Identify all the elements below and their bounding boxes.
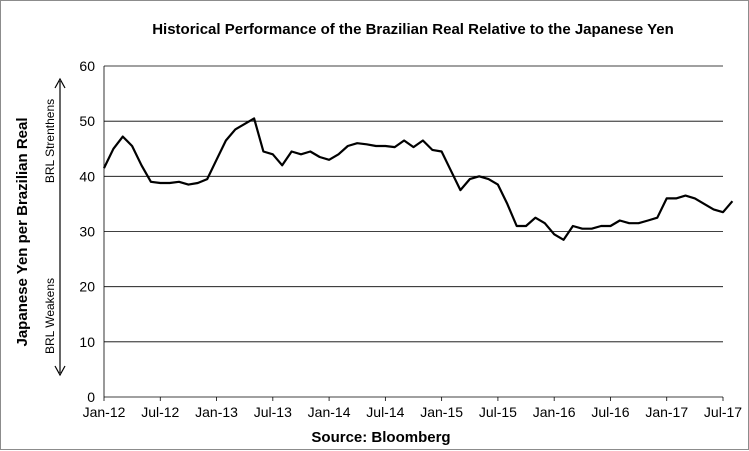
x-tick-label: Jul-14 bbox=[366, 404, 404, 420]
x-tick-label: Jan-17 bbox=[645, 404, 688, 420]
y-tick-label: 60 bbox=[79, 58, 95, 74]
y-tick-label: 10 bbox=[79, 334, 95, 350]
source-label: Source: Bloomberg bbox=[311, 429, 450, 446]
x-tick-label: Jul-13 bbox=[254, 404, 292, 420]
y-tick-label: 40 bbox=[79, 168, 95, 184]
x-tick-label: Jul-15 bbox=[479, 404, 517, 420]
x-tick-label: Jan-12 bbox=[83, 404, 126, 420]
series-line bbox=[103, 117, 734, 241]
annotation-strengthens: BRL Strenthens bbox=[43, 99, 57, 183]
y-tick-labels: 0 10 20 30 40 50 60 bbox=[79, 58, 95, 405]
x-tick-label: Jan-13 bbox=[195, 404, 238, 420]
direction-arrow bbox=[54, 77, 66, 377]
x-tick-label: Jul-12 bbox=[141, 404, 179, 420]
x-tick-label: Jul-16 bbox=[591, 404, 629, 420]
y-tick-label: 30 bbox=[79, 224, 95, 240]
x-tick-labels: Jan-12 Jul-12 Jan-13 Jul-13 Jan-14 Jul-14 Jan-… bbox=[83, 397, 742, 420]
annotation-weakens: BRL Weakens bbox=[43, 278, 57, 354]
y-tick-label: 20 bbox=[79, 279, 95, 295]
y-axis-title: Japanese Yen per Brazilian Real bbox=[14, 117, 31, 346]
x-tick-label: Jan-15 bbox=[420, 404, 463, 420]
arrow-up-icon bbox=[54, 77, 66, 89]
arrow-down-icon bbox=[54, 365, 66, 377]
y-tick-label: 0 bbox=[87, 389, 95, 405]
x-tick-label: Jul-17 bbox=[704, 404, 742, 420]
gridlines bbox=[104, 65, 723, 343]
x-tick-label: Jan-14 bbox=[308, 404, 351, 420]
chart-title: Historical Performance of the Brazilian … bbox=[152, 21, 674, 38]
y-tick-label: 50 bbox=[79, 113, 95, 129]
x-tick-label: Jan-16 bbox=[533, 404, 576, 420]
